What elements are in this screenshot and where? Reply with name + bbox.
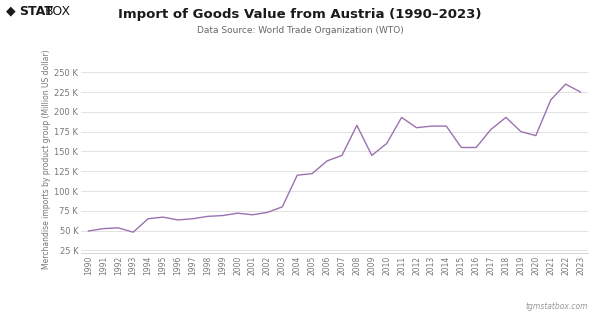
Text: tgmstatbox.com: tgmstatbox.com bbox=[526, 302, 588, 311]
Y-axis label: Merchandise imports by product group (Million US dollar): Merchandise imports by product group (Mi… bbox=[43, 50, 52, 269]
Text: STAT: STAT bbox=[19, 5, 53, 18]
Text: BOX: BOX bbox=[45, 5, 71, 18]
Text: Import of Goods Value from Austria (1990–2023): Import of Goods Value from Austria (1990… bbox=[118, 8, 482, 21]
Text: ◆: ◆ bbox=[6, 5, 16, 18]
Text: Data Source: World Trade Organization (WTO): Data Source: World Trade Organization (W… bbox=[197, 26, 403, 35]
